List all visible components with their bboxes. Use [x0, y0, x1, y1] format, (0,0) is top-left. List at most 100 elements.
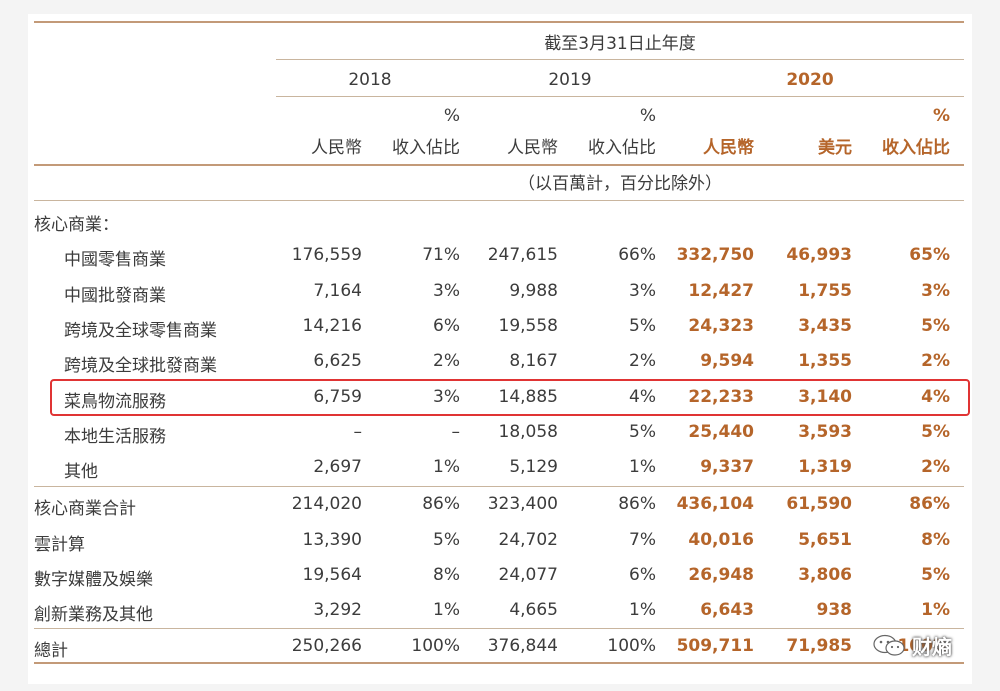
cell-rmb-2020: 26,948: [688, 565, 754, 585]
cell-rmb-2018: 14,216: [302, 316, 362, 336]
row-label: 數字媒體及娛樂: [34, 570, 153, 590]
cell-usd-2020: 46,993: [786, 245, 852, 265]
cell-ratio-2019: 5%: [629, 316, 656, 336]
cell-usd-2020: 71,985: [786, 636, 852, 656]
cell-ratio-2019: 86%: [618, 494, 656, 514]
cell-usd-2020: 938: [816, 600, 853, 620]
cell-rmb-2019: 323,400: [487, 494, 558, 514]
subtotal-rule: [34, 486, 964, 487]
cell-ratio-2018: 3%: [433, 387, 460, 407]
cell-ratio-2018: 86%: [422, 494, 460, 514]
cell-rmb-2020: 12,427: [688, 281, 754, 301]
cell-ratio-2019: 6%: [629, 565, 656, 585]
cell-rmb-2018: 19,564: [302, 565, 362, 585]
cell-rmb-2018: 214,020: [291, 494, 362, 514]
row-label: 總計: [34, 641, 68, 661]
col-rmb-2019: 人民幣: [507, 138, 558, 158]
cell-rmb-2018: 176,559: [291, 245, 362, 265]
cell-rmb-2020: 40,016: [688, 530, 754, 550]
col-rmb-2018: 人民幣: [311, 138, 362, 158]
pct-2018: %: [443, 106, 460, 126]
row-label: 跨境及全球零售商業: [64, 321, 217, 341]
cell-ratio-2019: 5%: [629, 422, 656, 442]
cell-ratio-2018: –: [451, 422, 461, 442]
year-2020: 2020: [786, 70, 834, 90]
cell-rmb-2020: 6,643: [700, 600, 754, 620]
cell-ratio-2018: 1%: [433, 457, 460, 477]
cell-ratio-2020: 86%: [909, 494, 950, 514]
cell-rmb-2020: 436,104: [676, 494, 754, 514]
cell-ratio-2019: 3%: [629, 281, 656, 301]
cell-rmb-2020: 9,337: [700, 457, 754, 477]
cell-ratio-2020: 65%: [909, 245, 950, 265]
cell-rmb-2019: 9,988: [509, 281, 558, 301]
period-rule: [276, 59, 964, 60]
col-ratio-2020: 收入佔比: [882, 138, 950, 158]
cell-rmb-2019: 4,665: [509, 600, 558, 620]
cell-ratio-2018: 2%: [433, 351, 460, 371]
cell-ratio-2019: 2%: [629, 351, 656, 371]
col-ratio-2019: 收入佔比: [588, 138, 656, 158]
cell-ratio-2018: 1%: [433, 600, 460, 620]
top-rule: [34, 21, 964, 23]
row-label: 菜鳥物流服務: [64, 392, 166, 412]
cell-ratio-2019: 66%: [618, 245, 656, 265]
cell-rmb-2020: 22,233: [688, 387, 754, 407]
total-rule: [34, 628, 964, 629]
cell-ratio-2020: 2%: [921, 457, 950, 477]
cell-ratio-2019: 4%: [629, 387, 656, 407]
cell-rmb-2019: 24,702: [498, 530, 558, 550]
row-label: 中國批發商業: [64, 286, 166, 306]
cell-rmb-2020: 332,750: [676, 245, 754, 265]
cell-ratio-2019: 7%: [629, 530, 656, 550]
cell-rmb-2019: 247,615: [487, 245, 558, 265]
watermark: 财熵: [872, 631, 952, 659]
cell-ratio-2020: 1%: [921, 600, 950, 620]
cell-ratio-2018: 5%: [433, 530, 460, 550]
cell-rmb-2019: 376,844: [487, 636, 558, 656]
cell-usd-2020: 3,593: [798, 422, 852, 442]
cell-rmb-2019: 18,058: [498, 422, 558, 442]
cell-rmb-2020: 25,440: [688, 422, 754, 442]
cell-rmb-2020: 24,323: [688, 316, 754, 336]
cell-ratio-2020: 5%: [921, 422, 950, 442]
row-label: 中國零售商業: [64, 250, 166, 270]
row-label: 核心商業合計: [34, 499, 136, 519]
cell-rmb-2018: 6,625: [313, 351, 362, 371]
cell-usd-2020: 1,319: [798, 457, 852, 477]
cell-ratio-2020: 4%: [921, 387, 950, 407]
cell-usd-2020: 3,140: [798, 387, 852, 407]
year-2018: 2018: [348, 70, 392, 90]
row-label: 跨境及全球批發商業: [64, 356, 217, 376]
cell-ratio-2019: 1%: [629, 600, 656, 620]
watermark-text: 财熵: [912, 634, 952, 659]
cell-ratio-2018: 100%: [411, 636, 460, 656]
cell-usd-2020: 1,755: [798, 281, 852, 301]
cell-ratio-2018: 6%: [433, 316, 460, 336]
header-bottom-rule: [34, 164, 964, 166]
cell-rmb-2018: 250,266: [291, 636, 362, 656]
cell-usd-2020: 3,435: [798, 316, 852, 336]
cell-ratio-2018: 8%: [433, 565, 460, 585]
cell-usd-2020: 1,355: [798, 351, 852, 371]
cell-rmb-2018: –: [353, 422, 363, 442]
cell-ratio-2020: 5%: [921, 316, 950, 336]
cell-ratio-2020: 5%: [921, 565, 950, 585]
highlight-box: [50, 379, 970, 416]
pct-2020: %: [932, 106, 950, 126]
cell-rmb-2018: 6,759: [313, 387, 362, 407]
section-label-core: 核心商業：: [34, 215, 119, 235]
row-label: 其他: [64, 462, 98, 482]
cell-rmb-2020: 509,711: [676, 636, 754, 656]
wechat-icon: [873, 634, 905, 656]
cell-rmb-2018: 7,164: [313, 281, 362, 301]
col-rmb-2020: 人民幣: [703, 138, 754, 158]
row-label: 創新業務及其他: [34, 605, 153, 625]
bottom-rule: [34, 662, 964, 664]
col-usd-2020: 美元: [818, 138, 852, 158]
cell-usd-2020: 3,806: [798, 565, 852, 585]
cell-rmb-2019: 5,129: [509, 457, 558, 477]
row-label: 本地生活服務: [64, 427, 166, 447]
cell-rmb-2018: 13,390: [302, 530, 362, 550]
cell-rmb-2019: 19,558: [498, 316, 558, 336]
